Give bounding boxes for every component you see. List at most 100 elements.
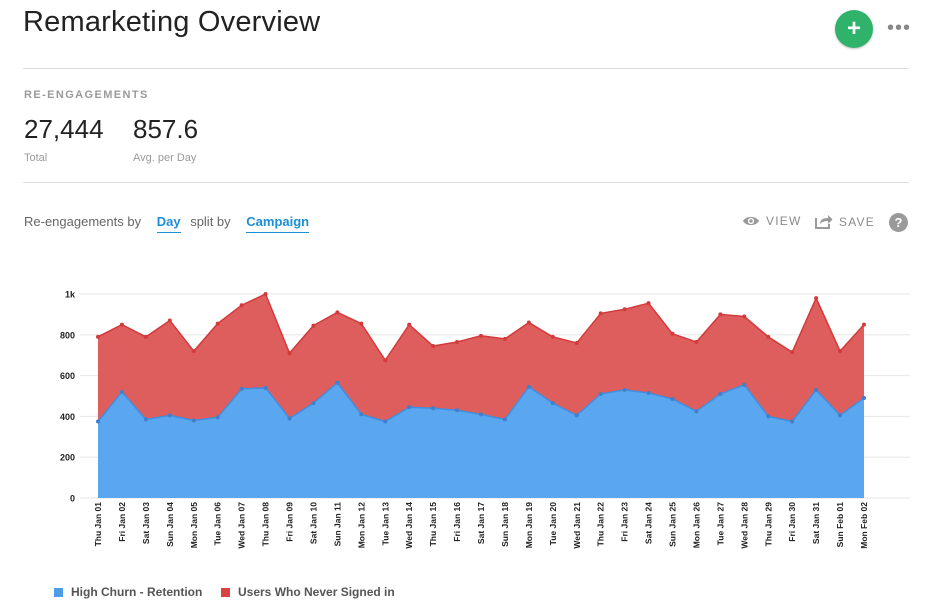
x-axis-ticks: Thu Jan 01 Fri Jan 02 Sat Jan 03 Sun Jan 04… <box>93 502 869 549</box>
controls-prefix: Re-engagements by <box>24 214 142 229</box>
top-divider <box>23 68 909 69</box>
data-point-never-signed-in <box>287 351 292 356</box>
y-tick-label: 400 <box>60 412 75 422</box>
group-by-dropdown[interactable]: Day <box>156 214 181 233</box>
more-options-icon[interactable]: ••• <box>887 17 912 39</box>
x-tick-label: Tue Jan 13 <box>380 502 390 546</box>
split-text: split by <box>190 214 231 229</box>
total-value: 27,444 <box>24 114 104 144</box>
data-point-never-signed-in <box>407 322 412 327</box>
x-tick-label: Sat Jan 17 <box>476 502 486 544</box>
x-tick-label: Fri Jan 02 <box>117 502 127 542</box>
data-point-never-signed-in <box>96 334 100 339</box>
x-tick-label: Tue Jan 06 <box>213 502 223 546</box>
data-point-high-churn <box>862 396 866 401</box>
x-tick-label: Wed Jan 21 <box>572 502 582 549</box>
data-point-high-churn <box>742 382 747 387</box>
legend-swatch-blue <box>54 587 63 597</box>
data-point-high-churn <box>550 401 555 406</box>
data-point-never-signed-in <box>431 344 436 349</box>
y-tick-label: 200 <box>60 453 75 463</box>
legend-swatch-red <box>221 587 230 597</box>
legend-label: Users Who Never Signed in <box>238 585 395 599</box>
view-button[interactable]: VIEW <box>742 214 801 228</box>
data-point-never-signed-in <box>335 310 340 315</box>
data-point-never-signed-in <box>838 349 843 354</box>
data-point-never-signed-in <box>862 322 866 327</box>
legend-item-high-churn[interactable]: High Churn - Retention <box>54 585 202 599</box>
data-point-never-signed-in <box>479 333 483 338</box>
data-point-never-signed-in <box>263 292 268 296</box>
chart-controls: Re-engagements by Day split by Campaign <box>24 214 310 233</box>
series-area-high-churn <box>98 382 864 498</box>
y-tick-label: 800 <box>60 330 75 340</box>
data-point-never-signed-in <box>167 318 172 323</box>
series-area-never-signed-in <box>98 294 864 422</box>
x-tick-label: Tue Jan 20 <box>548 502 558 546</box>
data-point-high-churn <box>598 391 603 396</box>
data-point-high-churn <box>814 387 819 392</box>
data-point-never-signed-in <box>646 301 651 306</box>
help-icon[interactable]: ? <box>889 213 908 232</box>
data-point-high-churn <box>359 412 364 417</box>
data-point-high-churn <box>311 401 316 406</box>
data-point-high-churn <box>574 413 579 418</box>
data-point-high-churn <box>790 419 795 424</box>
x-tick-label: Mon Feb 02 <box>859 502 869 549</box>
data-point-high-churn <box>167 413 172 418</box>
x-tick-label: Wed Jan 07 <box>237 502 247 549</box>
data-point-high-churn <box>119 389 124 394</box>
x-tick-label: Tue Jan 27 <box>715 502 725 546</box>
data-point-never-signed-in <box>311 323 316 328</box>
data-point-never-signed-in <box>119 322 124 327</box>
data-point-high-churn <box>287 416 292 421</box>
x-tick-label: Thu Jan 22 <box>596 502 606 547</box>
view-label: VIEW <box>766 214 802 228</box>
legend-item-never-signed-in[interactable]: Users Who Never Signed in <box>221 585 395 599</box>
data-point-never-signed-in <box>814 296 819 301</box>
data-point-never-signed-in <box>215 321 220 326</box>
data-point-high-churn <box>96 419 100 424</box>
data-point-never-signed-in <box>455 339 460 344</box>
data-point-high-churn <box>383 419 388 424</box>
eye-icon <box>743 216 759 226</box>
area-series <box>97 292 865 498</box>
data-point-high-churn <box>143 417 148 422</box>
data-point-high-churn <box>766 414 771 419</box>
x-tick-label: Mon Jan 19 <box>524 502 534 549</box>
avg-label: Avg. per Day <box>133 152 197 164</box>
total-label: Total <box>24 152 48 164</box>
x-tick-label: Thu Jan 08 <box>261 502 271 547</box>
data-point-never-signed-in <box>143 334 148 339</box>
x-tick-label: Sun Feb 01 <box>835 502 845 548</box>
x-tick-label: Thu Jan 29 <box>763 502 773 547</box>
x-tick-label: Wed Jan 14 <box>404 502 414 549</box>
add-button[interactable]: + <box>835 10 873 48</box>
data-point-high-churn <box>479 412 483 417</box>
x-tick-label: Mon Jan 05 <box>189 502 199 549</box>
x-tick-label: Sat Jan 24 <box>644 502 654 544</box>
section-label: RE-ENGAGEMENTS <box>24 89 149 101</box>
x-tick-label: Sat Jan 31 <box>811 502 821 544</box>
data-point-high-churn <box>622 387 627 392</box>
data-point-never-signed-in <box>742 314 747 319</box>
save-label: SAVE <box>839 214 875 229</box>
split-by-dropdown[interactable]: Campaign <box>246 214 310 233</box>
x-tick-label: Sat Jan 10 <box>308 502 318 544</box>
x-tick-label: Sun Jan 04 <box>165 502 175 547</box>
data-point-never-signed-in <box>383 358 388 363</box>
data-point-never-signed-in <box>574 340 579 345</box>
data-point-high-churn <box>694 409 699 414</box>
data-point-never-signed-in <box>790 350 795 355</box>
middle-divider <box>23 182 909 183</box>
x-tick-label: Sun Jan 18 <box>500 502 510 547</box>
data-point-high-churn <box>215 415 220 420</box>
data-point-never-signed-in <box>359 321 364 326</box>
data-point-never-signed-in <box>239 303 244 308</box>
data-point-high-churn <box>670 397 675 402</box>
page-title: Remarketing Overview <box>23 6 321 38</box>
data-point-high-churn <box>526 384 531 389</box>
save-button[interactable]: SAVE <box>815 214 875 229</box>
data-point-high-churn <box>646 390 651 395</box>
data-point-never-signed-in <box>502 336 507 341</box>
